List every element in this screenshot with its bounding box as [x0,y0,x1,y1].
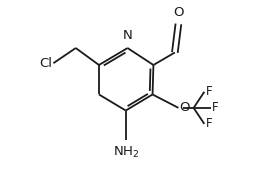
Text: NH$_2$: NH$_2$ [112,145,139,160]
Text: F: F [206,85,213,98]
Text: F: F [212,101,219,114]
Text: O: O [179,101,190,114]
Text: O: O [173,6,184,19]
Text: Cl: Cl [39,57,52,70]
Text: F: F [206,117,213,130]
Text: N: N [123,29,133,42]
